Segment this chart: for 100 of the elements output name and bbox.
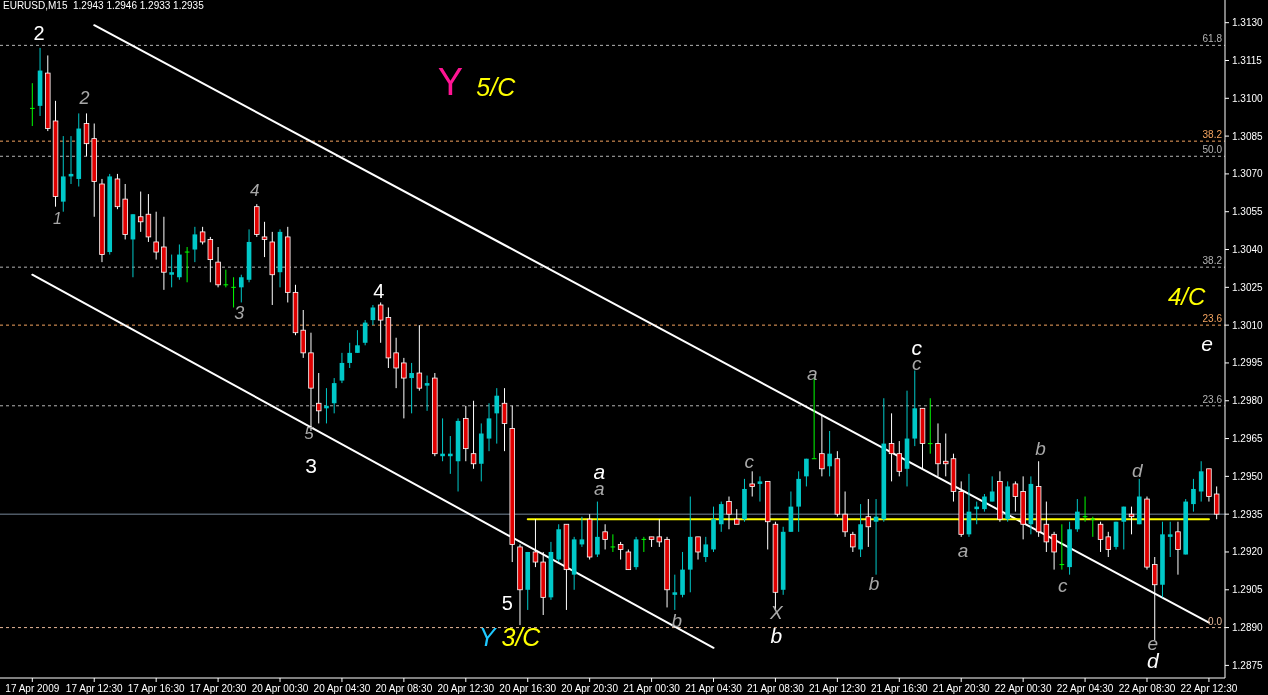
candlestick (703, 536, 709, 563)
candlestick (602, 523, 608, 550)
candlestick (231, 276, 236, 308)
x-tick-label: 20 Apr 20:30 (561, 683, 619, 694)
annotation: 4 (250, 180, 260, 200)
candlestick (827, 430, 832, 477)
candlestick (1121, 506, 1127, 550)
x-tick-label: 22 Apr 04:30 (1056, 683, 1114, 694)
x-tick-label: 17 Apr 12:30 (65, 683, 124, 694)
y-tick-label: 1.3070 (1232, 168, 1264, 180)
candlestick (1090, 516, 1096, 538)
annotation: c (744, 450, 755, 472)
x-tick-label: 20 Apr 12:30 (437, 683, 495, 694)
candlestick (409, 362, 414, 414)
candlestick (494, 387, 500, 445)
candlestick (331, 377, 337, 414)
annotation: 2 (33, 22, 45, 44)
x-tick-label: 22 Apr 08:30 (1118, 683, 1176, 694)
candlestick (757, 475, 763, 503)
candlestick (470, 400, 477, 470)
x-tick-label: 21 Apr 00:30 (623, 683, 681, 694)
y-tick-label: 1.2920 (1232, 546, 1264, 558)
x-tick-label: 22 Apr 00:30 (994, 683, 1052, 694)
candlestick (416, 324, 423, 392)
y-tick-label: 1.2980 (1232, 395, 1264, 407)
annotation: b (1035, 437, 1046, 459)
annotation: 23.6 (1202, 313, 1223, 325)
annotation: 23.6 (1202, 393, 1223, 405)
candlestick (501, 387, 508, 452)
annotation: 0.0 (1208, 615, 1223, 627)
annotation: X (769, 601, 785, 623)
candlestick (401, 357, 407, 419)
annotation: b (868, 572, 880, 594)
candlestick (238, 274, 244, 303)
chart-title: EURUSD,M15 1.2943 1.2946 1.2933 1.2935 (3, 0, 205, 11)
candlestick (842, 490, 848, 538)
annotation: 5 (501, 592, 513, 614)
annotation: 38.2 (1202, 255, 1223, 267)
annotation: 4/C (1167, 282, 1207, 310)
y-tick-label: 1.3040 (1232, 244, 1264, 256)
candlestick (695, 536, 701, 561)
candlestick (261, 221, 268, 258)
annotation: 4 (373, 280, 385, 302)
annotation: Y (478, 623, 498, 651)
annotation: e (1147, 632, 1159, 654)
y-tick-label: 1.2890 (1232, 622, 1264, 634)
candlestick (424, 375, 430, 412)
y-tick-label: 1.3085 (1232, 130, 1264, 142)
x-tick-label: 17 Apr 16:30 (127, 683, 185, 694)
x-tick-label: 21 Apr 16:30 (870, 683, 929, 694)
y-tick-label: 1.3025 (1232, 281, 1264, 293)
x-tick-label: 21 Apr 04:30 (685, 683, 743, 694)
candlestick (865, 498, 872, 548)
candlestick (1213, 485, 1220, 520)
candlestick (192, 226, 198, 263)
annotation: 5/C (476, 73, 517, 101)
x-tick-label: 17 Apr 2009 (5, 683, 60, 694)
y-tick-label: 1.2965 (1232, 433, 1264, 445)
candlestick (153, 211, 159, 261)
annotation: 1 (53, 209, 62, 227)
annotation: d (1132, 459, 1145, 481)
x-tick-label: 20 Apr 08:30 (375, 683, 433, 694)
candlestick (355, 329, 360, 354)
y-tick-label: 1.2950 (1232, 470, 1264, 482)
y-tick-label: 1.2935 (1232, 508, 1264, 520)
annotation: 50.0 (1202, 144, 1223, 156)
x-tick-label: 21 Apr 08:30 (747, 683, 805, 694)
candlestick (177, 243, 182, 281)
y-tick-label: 1.2905 (1232, 584, 1264, 596)
annotation: 5 (304, 423, 315, 443)
y-tick-label: 1.3115 (1232, 54, 1263, 66)
candlestick (532, 518, 539, 568)
annotation: c (1058, 574, 1069, 596)
y-tick-label: 1.2875 (1232, 659, 1264, 671)
x-tick-label: 17 Apr 20:30 (189, 683, 247, 694)
annotation: 61.8 (1202, 33, 1223, 45)
annotation: a (593, 459, 606, 483)
x-tick-label: 20 Apr 00:30 (251, 683, 309, 694)
x-tick-label: 20 Apr 04:30 (313, 683, 371, 694)
annotation: 3 (234, 303, 245, 323)
y-tick-label: 1.3100 (1232, 92, 1264, 104)
y-tick-label: 1.3010 (1232, 319, 1264, 331)
annotation: b (770, 623, 783, 647)
annotation: e (1201, 331, 1213, 355)
candlestick (1198, 460, 1204, 503)
annotation: a (957, 539, 969, 561)
x-tick-label: 21 Apr 20:30 (932, 683, 991, 694)
candlestick (927, 397, 933, 455)
candlestick (1012, 480, 1019, 513)
candlestick (83, 112, 90, 157)
candlestick (215, 246, 221, 288)
candlestick (316, 372, 322, 424)
candlestick (393, 337, 399, 389)
annotation: Y (437, 61, 463, 103)
candlestick (29, 82, 35, 127)
candlestick (1051, 531, 1057, 571)
candlestick (1167, 521, 1173, 558)
y-tick-label: 1.3055 (1232, 206, 1264, 218)
x-tick-label: 21 Apr 12:30 (809, 683, 867, 694)
candlestick (718, 501, 724, 533)
